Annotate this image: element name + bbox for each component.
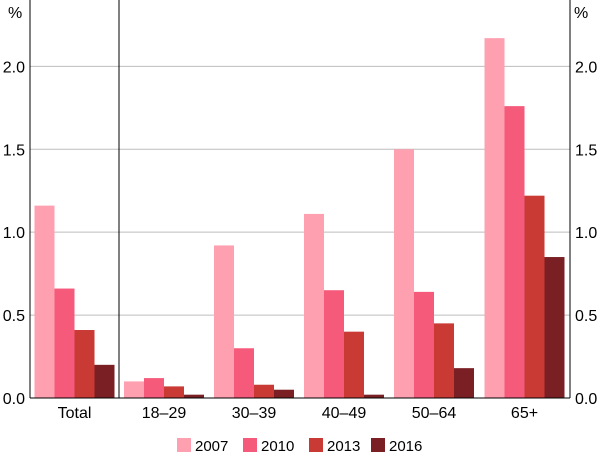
x-tick-label: 30–39 xyxy=(232,405,277,422)
bar-2010 xyxy=(234,348,254,398)
y-tick-label-left: 1.5 xyxy=(3,142,25,159)
y-tick-label-right: 0.0 xyxy=(575,391,597,408)
axes xyxy=(29,0,571,399)
legend-label: 2013 xyxy=(327,438,360,454)
y-tick-label-right: 1.5 xyxy=(575,142,597,159)
bar-2013 xyxy=(434,323,454,398)
legend: 2007 2010 2013 2016 xyxy=(177,438,422,454)
y-tick-label-right: 0.5 xyxy=(575,308,597,325)
bar-2010 xyxy=(144,378,164,398)
bar-2013 xyxy=(74,330,95,398)
x-tick-label: 50–64 xyxy=(412,405,457,422)
x-tick-label: 40–49 xyxy=(322,405,367,422)
gridlines xyxy=(30,65,570,316)
y-tick-label-left: 0.5 xyxy=(3,308,25,325)
legend-label: 2010 xyxy=(261,438,294,454)
bar-2013 xyxy=(164,386,184,398)
bar-2010 xyxy=(504,106,525,398)
bar-2007 xyxy=(304,213,324,398)
bar-2007 xyxy=(214,245,234,398)
legend-swatch-2010 xyxy=(243,438,257,452)
bar-2013 xyxy=(524,195,545,398)
bar-2013 xyxy=(254,384,274,398)
bar-2007 xyxy=(34,205,55,398)
bar-2016 xyxy=(184,394,204,398)
bar-2007 xyxy=(394,149,414,398)
y-tick-label-right: 1.0 xyxy=(575,225,597,242)
bar-2010 xyxy=(54,288,75,398)
y-tick-label-right: 2.0 xyxy=(575,59,597,76)
y-tick-labels: 0.0 0.0 0.5 0.5 1.0 1.0 1.5 1.5 2.0 2.0 xyxy=(3,59,598,408)
bar-2016 xyxy=(274,389,294,398)
legend-swatch-2007 xyxy=(177,438,191,452)
legend-swatch-2016 xyxy=(371,438,385,452)
bar-2010 xyxy=(324,290,344,398)
y-tick-label-left: 0.0 xyxy=(3,391,25,408)
bar-2016 xyxy=(364,394,384,398)
legend-label: 2007 xyxy=(195,438,228,454)
x-tick-label: Total xyxy=(58,405,92,422)
bar-2016 xyxy=(544,257,565,398)
bar-2007 xyxy=(484,38,505,399)
legend-swatch-2013 xyxy=(309,438,323,452)
y-tick-label-left: 2.0 xyxy=(3,59,25,76)
x-tick-label: 18–29 xyxy=(142,405,187,422)
bar-2016 xyxy=(454,368,474,398)
y-unit-label-right: % xyxy=(574,5,588,22)
x-tick-labels: Total 18–29 30–39 40–49 50–64 65+ xyxy=(58,405,538,422)
bar-2007 xyxy=(124,381,144,398)
y-unit-label-left: % xyxy=(8,5,22,22)
x-tick-label: 65+ xyxy=(511,405,538,422)
bar-2016 xyxy=(94,364,115,398)
y-tick-label-left: 1.0 xyxy=(3,225,25,242)
legend-label: 2016 xyxy=(389,438,422,454)
bar-2013 xyxy=(344,331,364,398)
bar-series xyxy=(34,38,565,399)
bar-2010 xyxy=(414,291,434,398)
